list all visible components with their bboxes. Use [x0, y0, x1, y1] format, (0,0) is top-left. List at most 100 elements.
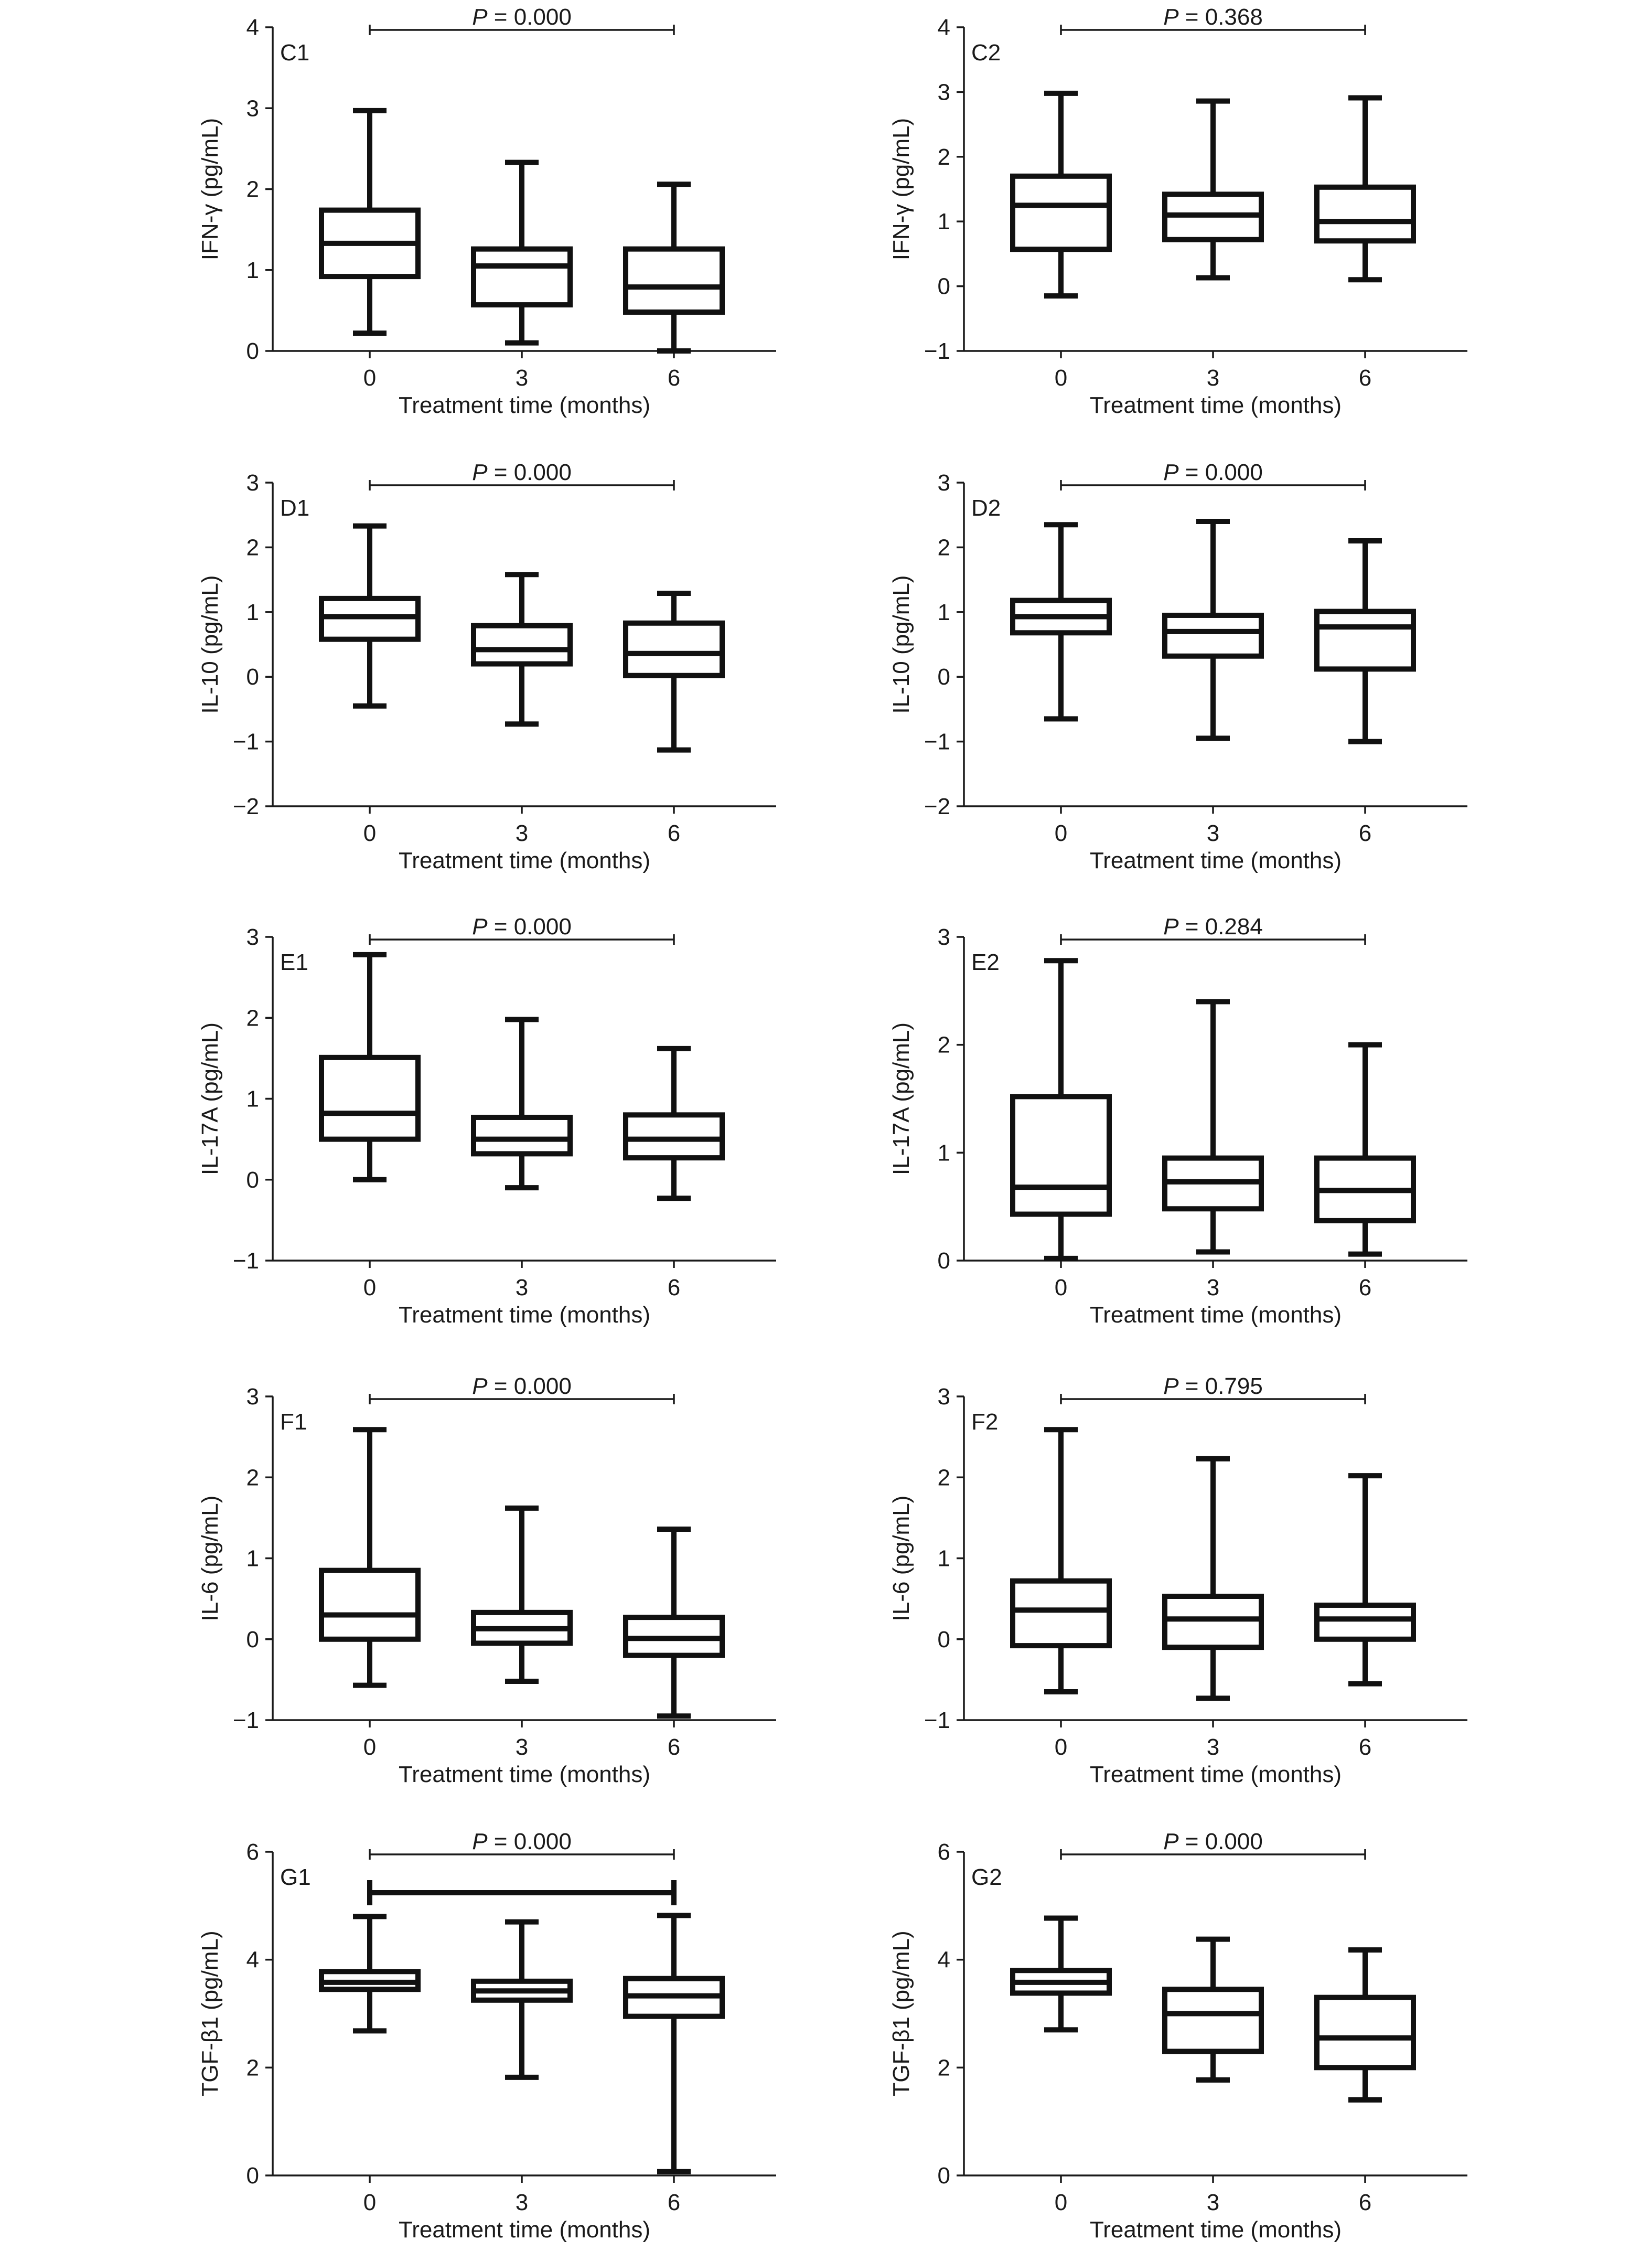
y-tick-label: 4	[938, 15, 950, 40]
box-3-months	[1162, 519, 1264, 741]
x-tick-label: 6	[668, 1275, 680, 1300]
y-tick-label: 0	[938, 274, 950, 300]
p-symbol: P	[472, 1829, 488, 1854]
p-symbol: P	[1163, 914, 1179, 940]
x-tick-label: 0	[1055, 1734, 1067, 1760]
iqr-box	[471, 1114, 573, 1157]
box-0-months	[1010, 522, 1112, 722]
x-tick-label: 0	[1055, 2190, 1067, 2215]
x-axis-title: Treatment time (months)	[1090, 2217, 1342, 2243]
panel-d1: −2 −1 0 1 2 3 0 3 6 Treatment time (months) IL-10 …	[197, 460, 776, 873]
panel-d2: −2 −1 0 1 2 3 0 3 6 Treatment time (months) IL-10 …	[888, 460, 1467, 873]
p-value: = 0.000	[488, 4, 572, 30]
iqr-box	[623, 246, 725, 315]
panel-label: D1	[280, 495, 309, 521]
y-tick-label: 1	[938, 1546, 950, 1572]
p-value-label: P = 0.795	[1163, 1373, 1263, 1399]
p-value-label: P = 0.000	[472, 914, 572, 940]
significance-annotation: P = 0.000	[369, 4, 675, 35]
x-tick-label: 3	[516, 820, 528, 846]
iqr-box	[1162, 612, 1264, 659]
box-3-months	[471, 1919, 573, 2080]
box-0-months	[319, 108, 421, 336]
y-tick-label: 4	[938, 1947, 950, 1973]
x-tick-label: 3	[1207, 365, 1219, 391]
y-tick-label: −1	[233, 1708, 259, 1733]
x-tick-label: 6	[1359, 2190, 1371, 2215]
p-value-label: P = 0.000	[472, 1829, 572, 1854]
y-tick-label: 3	[938, 79, 950, 105]
p-value: = 0.000	[488, 914, 572, 940]
y-tick-label: 0	[938, 664, 950, 690]
significance-annotation: P = 0.795	[1060, 1373, 1366, 1404]
y-tick-label: 2	[938, 144, 950, 170]
p-symbol: P	[472, 914, 488, 940]
x-tick-label: 0	[1055, 1275, 1067, 1300]
significance-annotation: P = 0.284	[1060, 914, 1366, 945]
panel-label: D2	[971, 495, 1001, 521]
box-0-months	[1010, 958, 1112, 1261]
x-tick-label: 3	[516, 1734, 528, 1760]
p-value: = 0.000	[488, 1829, 572, 1854]
y-tick-label: 2	[246, 177, 259, 202]
y-tick-label: 0	[938, 1248, 950, 1274]
y-tick-label: −1	[924, 1708, 950, 1733]
x-tick-label: 6	[668, 365, 680, 391]
box-6-months	[623, 1913, 725, 2174]
y-axis-title: IL-6 (pg/mL)	[888, 1496, 914, 1621]
y-tick-label: 1	[246, 600, 259, 625]
p-symbol: P	[472, 1373, 488, 1399]
box-3-months	[471, 159, 573, 346]
y-tick-label: 4	[246, 1947, 259, 1973]
box-6-months	[623, 1526, 725, 1719]
box-6-months	[1314, 538, 1416, 744]
y-tick-label: 1	[938, 209, 950, 234]
x-tick-label: 0	[363, 820, 376, 846]
x-axis-title: Treatment time (months)	[1090, 1302, 1342, 1328]
x-tick-label: 0	[363, 365, 376, 391]
p-value-label: P = 0.000	[1163, 1829, 1263, 1854]
significance-annotation: P = 0.000	[1060, 460, 1366, 490]
p-value-label: P = 0.000	[472, 4, 572, 30]
box-6-months	[1314, 1473, 1416, 1687]
y-axis-title: IFN-γ (pg/mL)	[888, 118, 914, 260]
panel-c1: 0 1 2 3 4 0 3 6 Treatment time (months) IFN-γ (pg…	[197, 4, 776, 418]
iqr-box	[1010, 1094, 1112, 1217]
y-axis-title: TGF-β1 (pg/mL)	[197, 1930, 223, 2096]
y-tick-label: 3	[938, 924, 950, 950]
y-tick-label: −2	[233, 794, 259, 819]
significance-annotation: P = 0.000	[369, 914, 675, 945]
panel-c2: −1 0 1 2 3 4 0 3 6 Treatment time (months) IFN-γ (…	[888, 4, 1467, 418]
x-axis-title: Treatment time (months)	[1090, 1762, 1342, 1787]
y-tick-label: 0	[246, 664, 259, 690]
significance-annotation: P = 0.368	[1060, 4, 1366, 35]
p-value: = 0.000	[488, 460, 572, 485]
box-3-months	[1162, 1456, 1264, 1701]
panel-f2: −1 0 1 2 3 0 3 6 Treatment time (months) IL-6 (pg…	[888, 1373, 1467, 1787]
panel-label: C1	[280, 40, 309, 66]
y-tick-label: 2	[246, 1005, 259, 1031]
x-tick-label: 0	[363, 1275, 376, 1300]
x-axis-title: Treatment time (months)	[399, 1762, 650, 1787]
panel-label: E1	[280, 950, 308, 975]
box-3-months	[1162, 999, 1264, 1255]
iqr-box	[623, 1112, 725, 1161]
y-axis-title: IL-10 (pg/mL)	[888, 575, 914, 713]
y-tick-label: 1	[938, 600, 950, 625]
x-tick-label: 0	[363, 1734, 376, 1760]
x-tick-label: 6	[1359, 1734, 1371, 1760]
x-tick-label: 3	[1207, 2190, 1219, 2215]
y-tick-label: 1	[246, 1086, 259, 1112]
significance-annotation: P = 0.000	[367, 1829, 677, 1905]
y-tick-label: 2	[246, 1465, 259, 1490]
iqr-box	[1314, 184, 1416, 244]
y-tick-label: −1	[924, 729, 950, 755]
y-axis-title: IL-17A (pg/mL)	[888, 1022, 914, 1175]
x-tick-label: 0	[363, 2190, 376, 2215]
p-value: = 0.284	[1179, 914, 1263, 940]
panel-label: F1	[280, 1409, 307, 1435]
box-6-months	[1314, 1042, 1416, 1257]
iqr-box	[1162, 1987, 1264, 2054]
iqr-box	[623, 620, 725, 678]
